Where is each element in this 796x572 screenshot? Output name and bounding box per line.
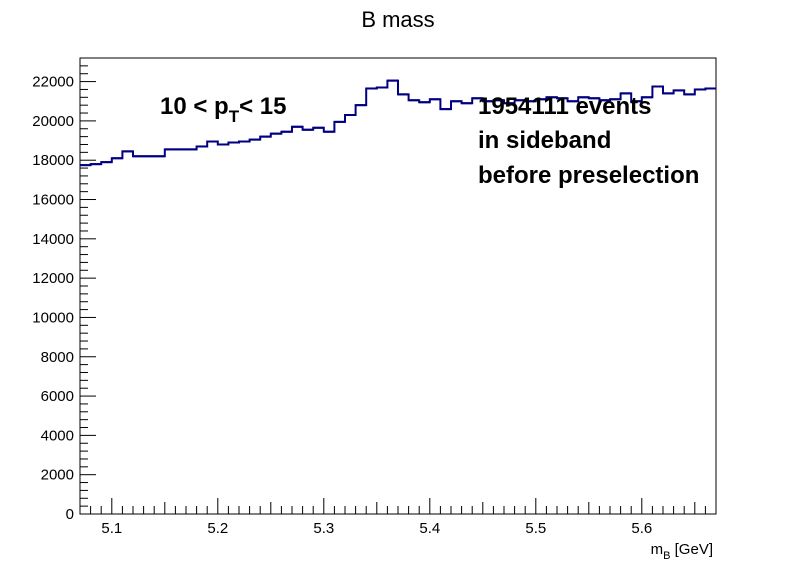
y-tick-label: 6000	[41, 388, 74, 405]
x-tick-label: 5.6	[631, 520, 652, 537]
y-tick-label: 4000	[41, 427, 74, 444]
pt-suffix: < 15	[239, 93, 286, 120]
chart-title: B mass	[361, 7, 434, 32]
y-tick-label: 20000	[32, 113, 74, 130]
x-axis-label: mB [GeV]	[651, 541, 713, 562]
y-tick-label: 10000	[32, 309, 74, 326]
plot-frame-rect	[79, 57, 717, 515]
x-axis-label-main: m	[651, 541, 664, 558]
y-tick-label: 8000	[41, 349, 74, 366]
y-tick-label: 16000	[32, 192, 74, 209]
pt-prefix: 10 < p	[160, 93, 229, 120]
events-line-3: before preselection	[478, 162, 699, 189]
histogram-series	[80, 79, 716, 167]
y-tick-label: 14000	[32, 231, 74, 248]
y-tick-label: 18000	[32, 152, 74, 169]
x-tick-label: 5.5	[525, 520, 546, 537]
x-axis-label-sub: B	[663, 550, 670, 562]
x-axis-label-unit: [GeV]	[670, 541, 713, 558]
x-axis: 5.1 5.2 5.3 5.4 5.5 5.6	[79, 498, 717, 537]
y-tick-label: 22000	[32, 74, 74, 91]
y-tick-label: 2000	[41, 467, 74, 484]
x-tick-label: 5.4	[419, 520, 440, 537]
pt-sub: T	[229, 107, 240, 126]
x-tick-label: 5.3	[313, 520, 334, 537]
x-tick-label: 5.2	[207, 520, 228, 537]
events-line-1: 1954111 events	[478, 93, 652, 120]
x-tick-label: 5.1	[101, 520, 122, 537]
y-tick-label: 12000	[32, 270, 74, 287]
events-line-2: in sideband	[478, 127, 611, 154]
y-tick-label: 0	[66, 506, 74, 523]
y-axis: 0 2000 4000 6000 8000 10000 12000 14000 16000 180…	[32, 57, 96, 523]
plot-frame	[79, 57, 717, 515]
pt-range-annotation: 10 < pT< 15	[160, 93, 287, 126]
